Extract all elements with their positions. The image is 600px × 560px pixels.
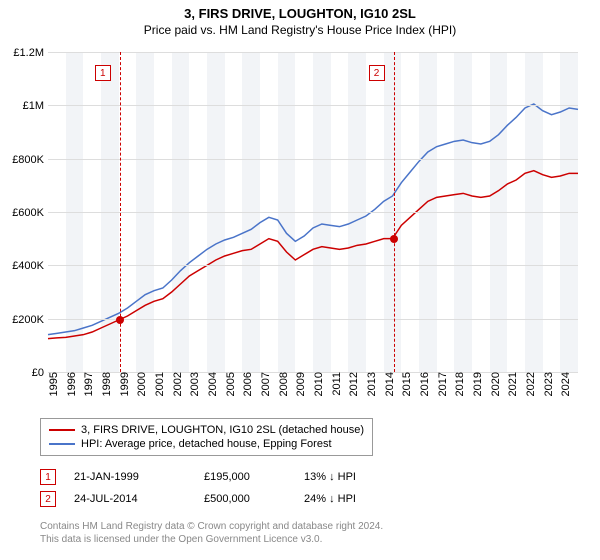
- y-tick-label: £600K: [12, 207, 48, 219]
- x-tick-label: 2000: [136, 372, 148, 396]
- legend-item-property: 3, FIRS DRIVE, LOUGHTON, IG10 2SL (detac…: [49, 423, 364, 437]
- x-tick-label: 2019: [472, 372, 484, 396]
- legend-label-property: 3, FIRS DRIVE, LOUGHTON, IG10 2SL (detac…: [81, 424, 364, 436]
- legend: 3, FIRS DRIVE, LOUGHTON, IG10 2SL (detac…: [40, 418, 373, 456]
- x-tick-label: 1996: [66, 372, 78, 396]
- sale-date: 21-JAN-1999: [74, 471, 204, 483]
- sale-dot: [390, 235, 398, 243]
- sales-table: 1 21-JAN-1999£195,00013% ↓ HPI 2 24-JUL-201…: [40, 466, 394, 510]
- footnote: Contains HM Land Registry data © Crown c…: [40, 520, 560, 546]
- series-line: [48, 171, 578, 339]
- legend-swatch-property: [49, 429, 75, 431]
- x-tick-label: 2021: [507, 372, 519, 396]
- chart-title: 3, FIRS DRIVE, LOUGHTON, IG10 2SL: [0, 0, 600, 21]
- footnote-line1: Contains HM Land Registry data © Crown c…: [40, 521, 383, 532]
- x-tick-label: 2012: [348, 372, 360, 396]
- y-tick-label: £0: [32, 367, 48, 379]
- y-tick-label: £1.2M: [13, 47, 48, 59]
- x-tick-label: 1998: [101, 372, 113, 396]
- x-tick-label: 2016: [419, 372, 431, 396]
- x-tick-label: 2022: [525, 372, 537, 396]
- x-tick-label: 2004: [207, 372, 219, 396]
- x-tick-label: 2008: [278, 372, 290, 396]
- x-tick-label: 2024: [560, 372, 572, 396]
- x-tick-label: 1997: [83, 372, 95, 396]
- sale-dot: [116, 316, 124, 324]
- y-tick-label: £400K: [12, 260, 48, 272]
- x-tick-label: 1995: [48, 372, 60, 396]
- x-tick-label: 2020: [490, 372, 502, 396]
- gridline: £600K: [48, 212, 578, 213]
- legend-item-hpi: HPI: Average price, detached house, Eppi…: [49, 437, 364, 451]
- y-tick-label: £1M: [23, 100, 48, 112]
- sales-marker: 1: [40, 469, 56, 485]
- x-tick-label: 2003: [189, 372, 201, 396]
- sale-date: 24-JUL-2014: [74, 493, 204, 505]
- x-tick-label: 2006: [242, 372, 254, 396]
- x-tick-label: 2009: [295, 372, 307, 396]
- x-tick-label: 2005: [225, 372, 237, 396]
- gridline: £200K: [48, 319, 578, 320]
- sales-row: 1 21-JAN-1999£195,00013% ↓ HPI: [40, 466, 394, 488]
- x-tick-label: 2018: [454, 372, 466, 396]
- sale-marker-box: 2: [369, 65, 385, 81]
- gridline: £400K: [48, 265, 578, 266]
- sale-price: £195,000: [204, 471, 304, 483]
- x-tick-label: 2017: [437, 372, 449, 396]
- x-tick-label: 2001: [154, 372, 166, 396]
- plot-area: £0£200K£400K£600K£800K£1M£1.2M12: [48, 52, 578, 372]
- series-line: [48, 104, 578, 335]
- y-tick-label: £200K: [12, 314, 48, 326]
- legend-label-hpi: HPI: Average price, detached house, Eppi…: [81, 438, 332, 450]
- sale-vline: [394, 52, 395, 372]
- gridline: £1M: [48, 105, 578, 106]
- sale-diff: 24% ↓ HPI: [304, 493, 394, 505]
- x-tick-label: 2023: [543, 372, 555, 396]
- y-tick-label: £800K: [12, 154, 48, 166]
- footnote-line2: This data is licensed under the Open Gov…: [40, 534, 322, 545]
- x-axis-ticks: 1995 1996 1997 1998 1999 2000 2001 2002 2003 2004…: [48, 372, 578, 412]
- sale-marker-box: 1: [95, 65, 111, 81]
- sales-marker: 2: [40, 491, 56, 507]
- x-tick-label: 2007: [260, 372, 272, 396]
- x-tick-label: 2010: [313, 372, 325, 396]
- gridline: £800K: [48, 159, 578, 160]
- sale-diff: 13% ↓ HPI: [304, 471, 394, 483]
- legend-swatch-hpi: [49, 443, 75, 445]
- x-tick-label: 2015: [401, 372, 413, 396]
- sale-price: £500,000: [204, 493, 304, 505]
- x-tick-label: 1999: [119, 372, 131, 396]
- x-tick-label: 2013: [366, 372, 378, 396]
- x-tick-label: 2002: [172, 372, 184, 396]
- sale-vline: [120, 52, 121, 372]
- chart-subtitle: Price paid vs. HM Land Registry's House …: [0, 21, 600, 41]
- sales-row: 2 24-JUL-2014£500,00024% ↓ HPI: [40, 488, 394, 510]
- x-tick-label: 2014: [384, 372, 396, 396]
- x-tick-label: 2011: [331, 372, 343, 396]
- chart-container: 3, FIRS DRIVE, LOUGHTON, IG10 2SL Price …: [0, 0, 600, 560]
- gridline: £1.2M: [48, 52, 578, 53]
